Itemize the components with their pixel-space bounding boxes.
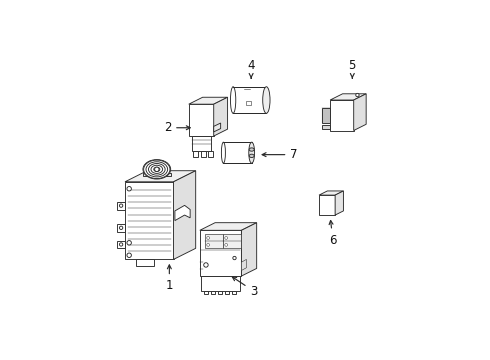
Polygon shape <box>223 142 252 163</box>
Polygon shape <box>330 94 366 100</box>
Text: 4: 4 <box>247 59 255 78</box>
Circle shape <box>127 253 131 257</box>
Polygon shape <box>319 191 343 195</box>
Polygon shape <box>125 182 173 260</box>
Bar <box>245 100 250 105</box>
Circle shape <box>120 226 123 229</box>
Text: 5: 5 <box>348 59 356 78</box>
Polygon shape <box>117 224 125 232</box>
Ellipse shape <box>146 162 168 177</box>
Text: 2: 2 <box>164 121 190 134</box>
Circle shape <box>204 263 208 267</box>
Polygon shape <box>232 291 236 294</box>
Text: 6: 6 <box>329 221 337 247</box>
Circle shape <box>225 237 227 239</box>
Text: 1: 1 <box>166 265 173 292</box>
Circle shape <box>154 167 159 172</box>
Polygon shape <box>242 260 246 270</box>
Polygon shape <box>204 291 208 294</box>
Polygon shape <box>322 125 330 129</box>
Polygon shape <box>201 151 206 157</box>
Polygon shape <box>211 291 215 294</box>
Circle shape <box>233 256 236 260</box>
Polygon shape <box>136 260 154 266</box>
Text: 7: 7 <box>262 148 298 161</box>
Polygon shape <box>214 97 227 136</box>
Polygon shape <box>201 276 240 291</box>
Circle shape <box>120 204 123 207</box>
Polygon shape <box>200 230 242 276</box>
Ellipse shape <box>249 142 255 163</box>
Circle shape <box>127 240 131 245</box>
Polygon shape <box>193 151 198 157</box>
Text: 3: 3 <box>232 277 258 298</box>
Circle shape <box>207 237 210 239</box>
Polygon shape <box>225 291 229 294</box>
Circle shape <box>356 93 359 97</box>
Polygon shape <box>117 240 125 248</box>
Polygon shape <box>192 136 211 151</box>
Circle shape <box>207 243 210 246</box>
Polygon shape <box>242 223 257 276</box>
Polygon shape <box>189 97 227 104</box>
Polygon shape <box>214 123 220 132</box>
Ellipse shape <box>221 142 225 163</box>
Polygon shape <box>208 151 213 157</box>
Polygon shape <box>117 202 125 210</box>
Polygon shape <box>200 223 257 230</box>
Ellipse shape <box>154 167 160 171</box>
Polygon shape <box>319 195 335 215</box>
Circle shape <box>225 243 227 246</box>
Ellipse shape <box>230 87 236 113</box>
Ellipse shape <box>249 148 254 151</box>
Polygon shape <box>233 87 267 113</box>
Polygon shape <box>218 291 222 294</box>
Polygon shape <box>205 234 223 248</box>
Polygon shape <box>143 174 171 176</box>
Ellipse shape <box>263 87 270 113</box>
Polygon shape <box>330 100 354 131</box>
Polygon shape <box>354 94 366 131</box>
Ellipse shape <box>148 163 165 175</box>
Polygon shape <box>223 234 241 248</box>
Polygon shape <box>335 191 343 215</box>
Polygon shape <box>175 205 190 221</box>
Ellipse shape <box>143 159 171 179</box>
Circle shape <box>120 243 123 246</box>
Circle shape <box>127 186 131 191</box>
Polygon shape <box>189 104 214 136</box>
Polygon shape <box>322 108 330 123</box>
Polygon shape <box>173 171 196 260</box>
Polygon shape <box>125 171 196 182</box>
Ellipse shape <box>144 160 170 179</box>
Ellipse shape <box>151 165 163 174</box>
Ellipse shape <box>249 154 254 158</box>
